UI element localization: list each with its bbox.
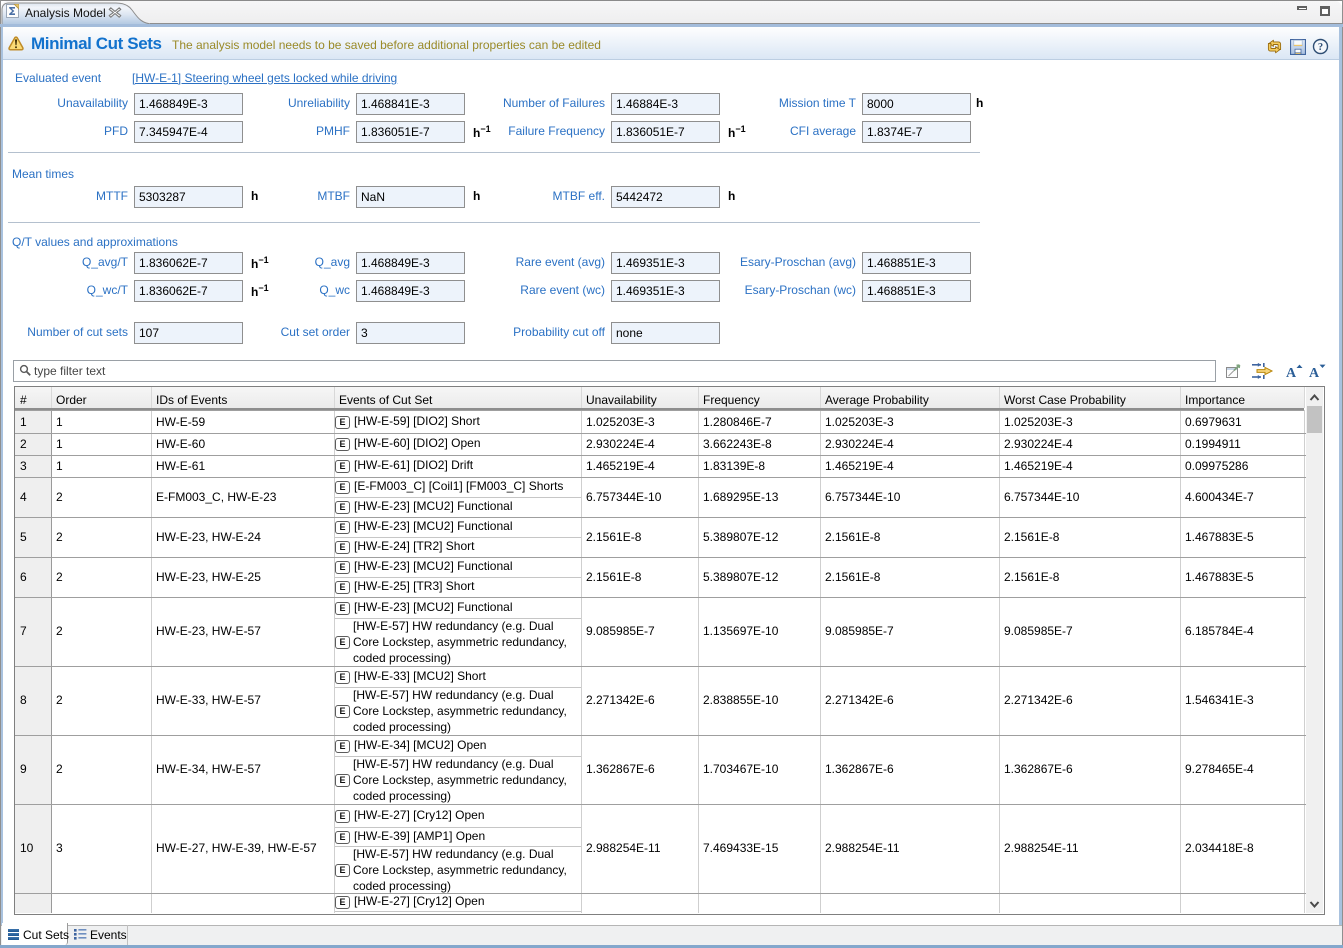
svg-text:?: ? bbox=[1318, 42, 1323, 53]
svg-text:A: A bbox=[1286, 366, 1297, 378]
svg-text:A: A bbox=[1309, 366, 1320, 378]
